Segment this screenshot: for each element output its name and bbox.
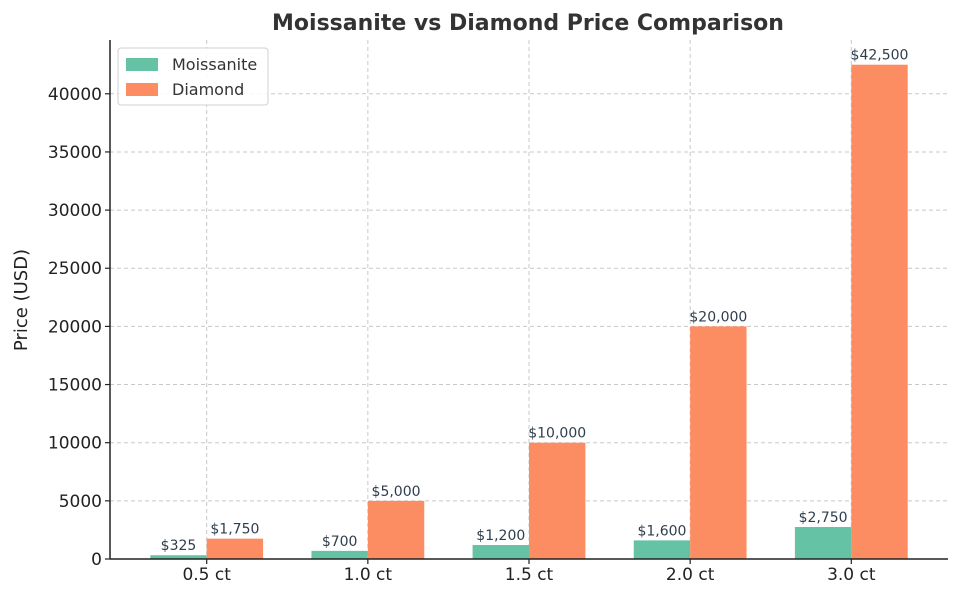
legend-swatch-moissanite	[126, 58, 158, 71]
axis-layer: 0 5000 10000 15000 20000 25000 30000 35000 40000…	[48, 40, 948, 585]
x-tick-label: 2.0 ct	[666, 565, 715, 585]
legend: Moissanite Diamond	[117, 47, 269, 106]
y-tick-label: 40000	[48, 85, 102, 105]
x-tick-label: 3.0 ct	[827, 565, 876, 585]
diamond-bar	[529, 442, 586, 559]
legend-swatch-diamond	[126, 83, 158, 96]
moissanite-data-label: $700	[322, 534, 358, 550]
moissanite-bar	[150, 555, 207, 559]
y-axis-label: Price (USD)	[11, 249, 32, 351]
moissanite-data-label: $1,200	[476, 528, 525, 544]
moissanite-bar	[472, 545, 529, 559]
diamond-data-label: $10,000	[528, 426, 586, 442]
bars-layer	[150, 64, 908, 559]
moissanite-data-label: $2,750	[799, 510, 848, 526]
data-labels-layer: $325 $700 $1,200 $1,600 $2,750 $1,750 $5,000 $1…	[161, 48, 909, 555]
legend-label-moissanite: Moissanite	[172, 55, 257, 74]
diamond-bar	[690, 326, 747, 559]
moissanite-data-label: $1,600	[637, 523, 686, 539]
diamond-data-label: $1,750	[210, 522, 259, 538]
y-tick-label: 5000	[59, 492, 102, 512]
y-tick-label: 0	[91, 550, 102, 570]
y-tick-label: 15000	[48, 376, 102, 396]
diamond-bar	[206, 538, 264, 559]
y-tick-label: 10000	[48, 434, 102, 454]
moissanite-data-label: $325	[161, 538, 197, 554]
y-tick-label: 20000	[48, 317, 102, 337]
diamond-data-label: $42,500	[851, 48, 909, 64]
y-tick-label: 35000	[48, 143, 102, 163]
x-tick-label: 1.0 ct	[344, 565, 393, 585]
diamond-bar	[367, 500, 425, 559]
y-tick-label: 25000	[48, 259, 102, 279]
x-tick-label: 1.5 ct	[505, 565, 554, 585]
moissanite-bar	[311, 550, 368, 559]
moissanite-bar	[794, 527, 852, 559]
legend-label-diamond: Diamond	[172, 80, 244, 99]
y-tick-label: 30000	[48, 201, 102, 221]
moissanite-bar	[633, 540, 691, 559]
diamond-data-label: $20,000	[689, 309, 747, 325]
chart-title: Moissanite vs Diamond Price Comparison	[272, 11, 784, 36]
diamond-data-label: $5,000	[372, 484, 421, 500]
diamond-bar	[851, 64, 908, 559]
x-tick-label: 0.5 ct	[182, 565, 231, 585]
